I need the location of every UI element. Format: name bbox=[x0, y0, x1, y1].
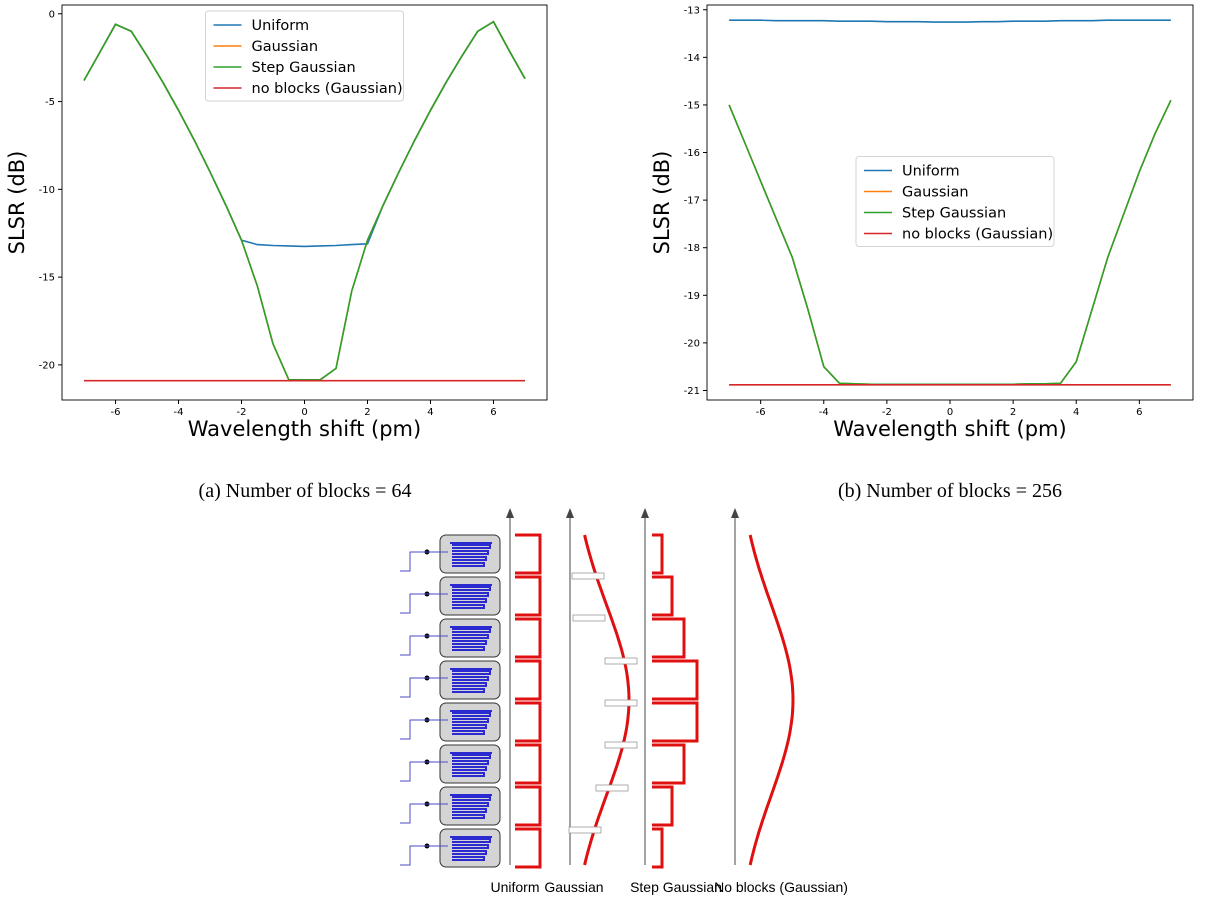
y-tick-label: -20 bbox=[39, 360, 55, 371]
electrode bbox=[450, 836, 492, 861]
legend-label: Step Gaussian bbox=[902, 206, 1006, 222]
y-tick-label: 0 bbox=[49, 9, 55, 20]
wire bbox=[400, 677, 448, 698]
series-line bbox=[729, 19, 1171, 23]
legend-label: Gaussian bbox=[252, 39, 319, 55]
uniform-step bbox=[515, 575, 542, 617]
x-tick-label: 6 bbox=[1136, 407, 1142, 418]
uniform-step bbox=[515, 827, 542, 869]
y-tick-label: -15 bbox=[39, 273, 55, 284]
wire bbox=[400, 593, 448, 614]
wire bbox=[400, 761, 448, 782]
x-tick-label: -4 bbox=[819, 407, 829, 418]
step-gauss bbox=[652, 575, 674, 617]
legend-label: Step Gaussian bbox=[252, 60, 356, 76]
caption: (b) Number of blocks = 256 bbox=[838, 480, 1062, 502]
caption: (a) Number of blocks = 64 bbox=[199, 480, 412, 502]
gauss-bar bbox=[571, 572, 605, 580]
gauss-bar bbox=[568, 826, 602, 834]
gauss-bar bbox=[604, 699, 638, 707]
x-tick-label: 6 bbox=[490, 407, 496, 418]
gauss-bar bbox=[604, 741, 638, 749]
y-tick-label: -19 bbox=[684, 291, 700, 302]
step-gauss bbox=[652, 617, 686, 659]
y-tick-label: -17 bbox=[684, 196, 700, 207]
x-tick-label: 0 bbox=[301, 407, 307, 418]
arrow-head bbox=[731, 508, 739, 518]
x-tick-label: -2 bbox=[237, 407, 247, 418]
step-gauss bbox=[652, 659, 699, 701]
arrow-head bbox=[641, 508, 649, 518]
y-axis-label: SLSR (dB) bbox=[5, 151, 29, 255]
diagram-label: Step Gaussian bbox=[630, 879, 722, 895]
wire bbox=[400, 551, 448, 572]
legend-label: Uniform bbox=[902, 164, 960, 180]
legend-box bbox=[855, 156, 1055, 247]
x-axis-label: Wavelength shift (pm) bbox=[188, 417, 421, 441]
x-tick-label: 0 bbox=[947, 407, 953, 418]
uniform-step bbox=[515, 617, 542, 659]
x-axis-label: Wavelength shift (pm) bbox=[833, 417, 1066, 441]
gauss-bar bbox=[604, 657, 638, 665]
uniform-step bbox=[515, 659, 542, 701]
electrode bbox=[450, 542, 492, 567]
legend-label: Gaussian bbox=[902, 185, 969, 201]
plot-frame bbox=[61, 4, 548, 401]
x-tick-label: 4 bbox=[1073, 407, 1079, 418]
y-tick-label: -5 bbox=[45, 97, 55, 108]
diagram-label: Uniform bbox=[490, 879, 539, 895]
noblock-curve bbox=[748, 534, 795, 866]
legend-box bbox=[205, 10, 404, 102]
uniform-step bbox=[515, 701, 542, 743]
x-tick-label: 4 bbox=[427, 407, 433, 418]
uniform-step bbox=[515, 785, 542, 827]
electrode bbox=[450, 584, 492, 609]
step-gauss bbox=[652, 701, 699, 743]
step-gauss bbox=[652, 743, 686, 785]
legend-label: no blocks (Gaussian) bbox=[252, 81, 403, 97]
y-tick-label: -13 bbox=[684, 5, 700, 16]
electrode bbox=[450, 668, 492, 693]
legend-label: no blocks (Gaussian) bbox=[902, 227, 1053, 243]
wire bbox=[400, 845, 448, 866]
wire bbox=[400, 719, 448, 740]
arrow-head bbox=[566, 508, 574, 518]
step-gauss bbox=[652, 785, 674, 827]
electrode bbox=[450, 752, 492, 777]
y-tick-label: -14 bbox=[684, 53, 700, 64]
electrode bbox=[450, 626, 492, 651]
step-gauss bbox=[652, 533, 664, 575]
diagram-label: No blocks (Gaussian) bbox=[714, 879, 848, 895]
legend-label: Uniform bbox=[252, 18, 310, 34]
x-tick-label: -6 bbox=[756, 407, 766, 418]
x-tick-label: -6 bbox=[111, 407, 121, 418]
wire bbox=[400, 803, 448, 824]
y-axis-label: SLSR (dB) bbox=[650, 151, 674, 255]
uniform-step bbox=[515, 743, 542, 785]
y-tick-label: -18 bbox=[684, 243, 700, 254]
electrode bbox=[450, 794, 492, 819]
electrode bbox=[450, 710, 492, 735]
plot-frame bbox=[706, 4, 1194, 401]
step-gauss bbox=[652, 827, 664, 869]
x-tick-label: -2 bbox=[882, 407, 892, 418]
y-tick-label: -16 bbox=[684, 148, 700, 159]
series-line bbox=[83, 20, 526, 381]
uniform-step bbox=[515, 533, 542, 575]
wire bbox=[400, 635, 448, 656]
y-tick-label: -21 bbox=[684, 386, 700, 397]
x-tick-label: -4 bbox=[174, 407, 184, 418]
diagram-label: Gaussian bbox=[544, 879, 603, 895]
y-tick-label: -10 bbox=[39, 185, 55, 196]
gauss-bar bbox=[572, 614, 606, 622]
gauss-bar bbox=[595, 784, 629, 792]
arrow-head bbox=[506, 508, 514, 518]
x-tick-label: 2 bbox=[1010, 407, 1016, 418]
y-tick-label: -20 bbox=[684, 338, 700, 349]
y-tick-label: -15 bbox=[684, 100, 700, 111]
x-tick-label: 2 bbox=[364, 407, 370, 418]
